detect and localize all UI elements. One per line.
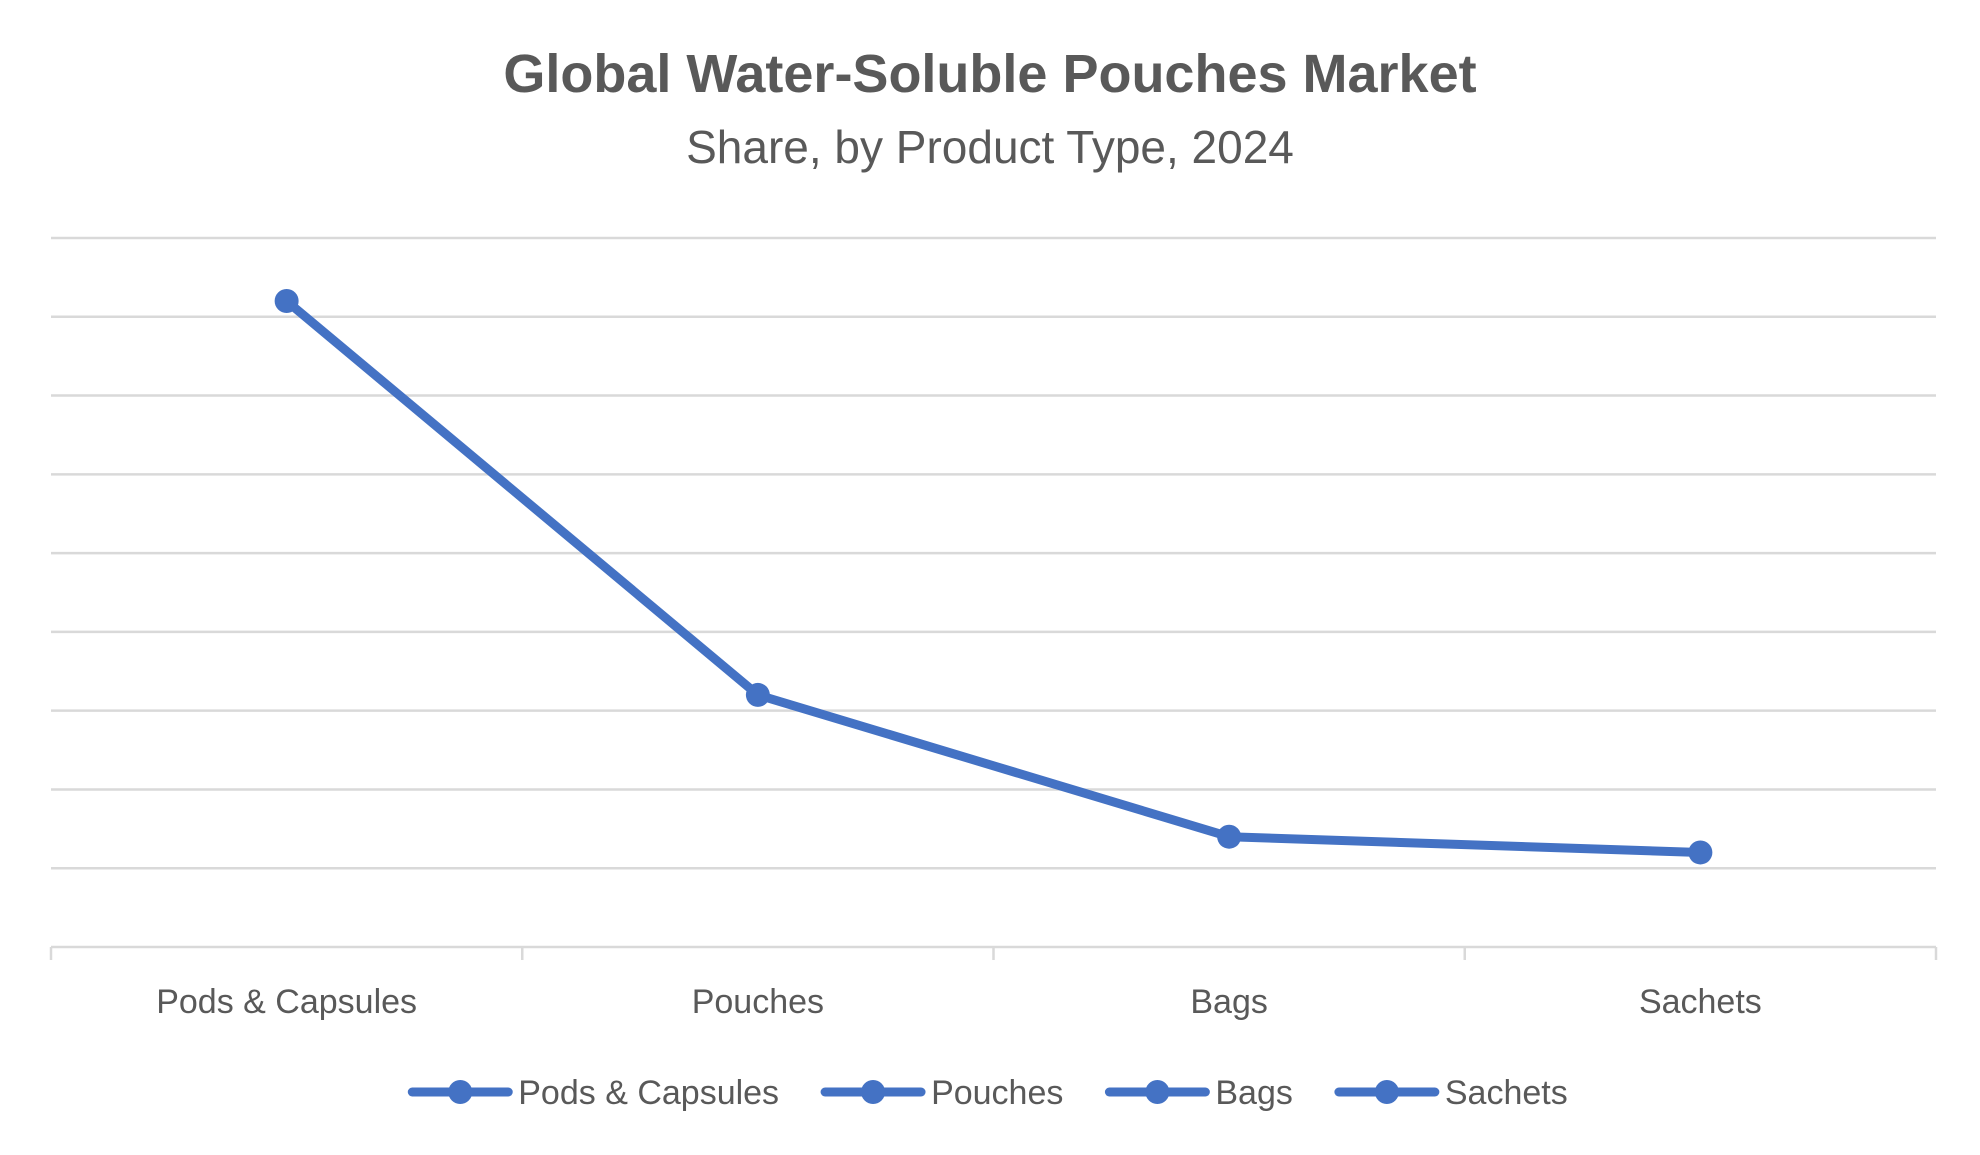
legend-swatch-marker — [1374, 1080, 1399, 1104]
x-tick-label: Pods & Capsules — [156, 983, 417, 1021]
data-point — [1217, 824, 1242, 849]
data-point — [745, 682, 770, 707]
chart-subtitle: Share, by Product Type, 2024 — [686, 121, 1294, 173]
legend-label: Pods & Capsules — [518, 1074, 779, 1112]
series-line — [282, 296, 1705, 857]
series-group — [274, 289, 1713, 865]
data-point — [1688, 840, 1713, 865]
legend-label: Bags — [1215, 1074, 1293, 1112]
legend-label: Sachets — [1445, 1074, 1568, 1112]
chart-title: Global Water-Soluble Pouches Market — [503, 44, 1476, 104]
legend-swatch-marker — [448, 1080, 473, 1104]
data-point — [274, 289, 299, 314]
x-tick-label: Pouches — [692, 983, 824, 1021]
x-axis — [49, 945, 1938, 960]
x-tick-labels: Pods & Capsules Pouches Bags Sachets — [156, 983, 1762, 1021]
gridlines — [51, 236, 1936, 870]
legend-swatch-marker — [861, 1080, 886, 1104]
x-tick-label: Sachets — [1639, 983, 1762, 1021]
legend-label: Pouches — [931, 1074, 1063, 1112]
legend-swatch-marker — [1145, 1080, 1170, 1104]
legend: Pods & Capsules Pouches Bags Sachets — [407, 1074, 1568, 1112]
x-tick-label: Bags — [1190, 983, 1268, 1021]
